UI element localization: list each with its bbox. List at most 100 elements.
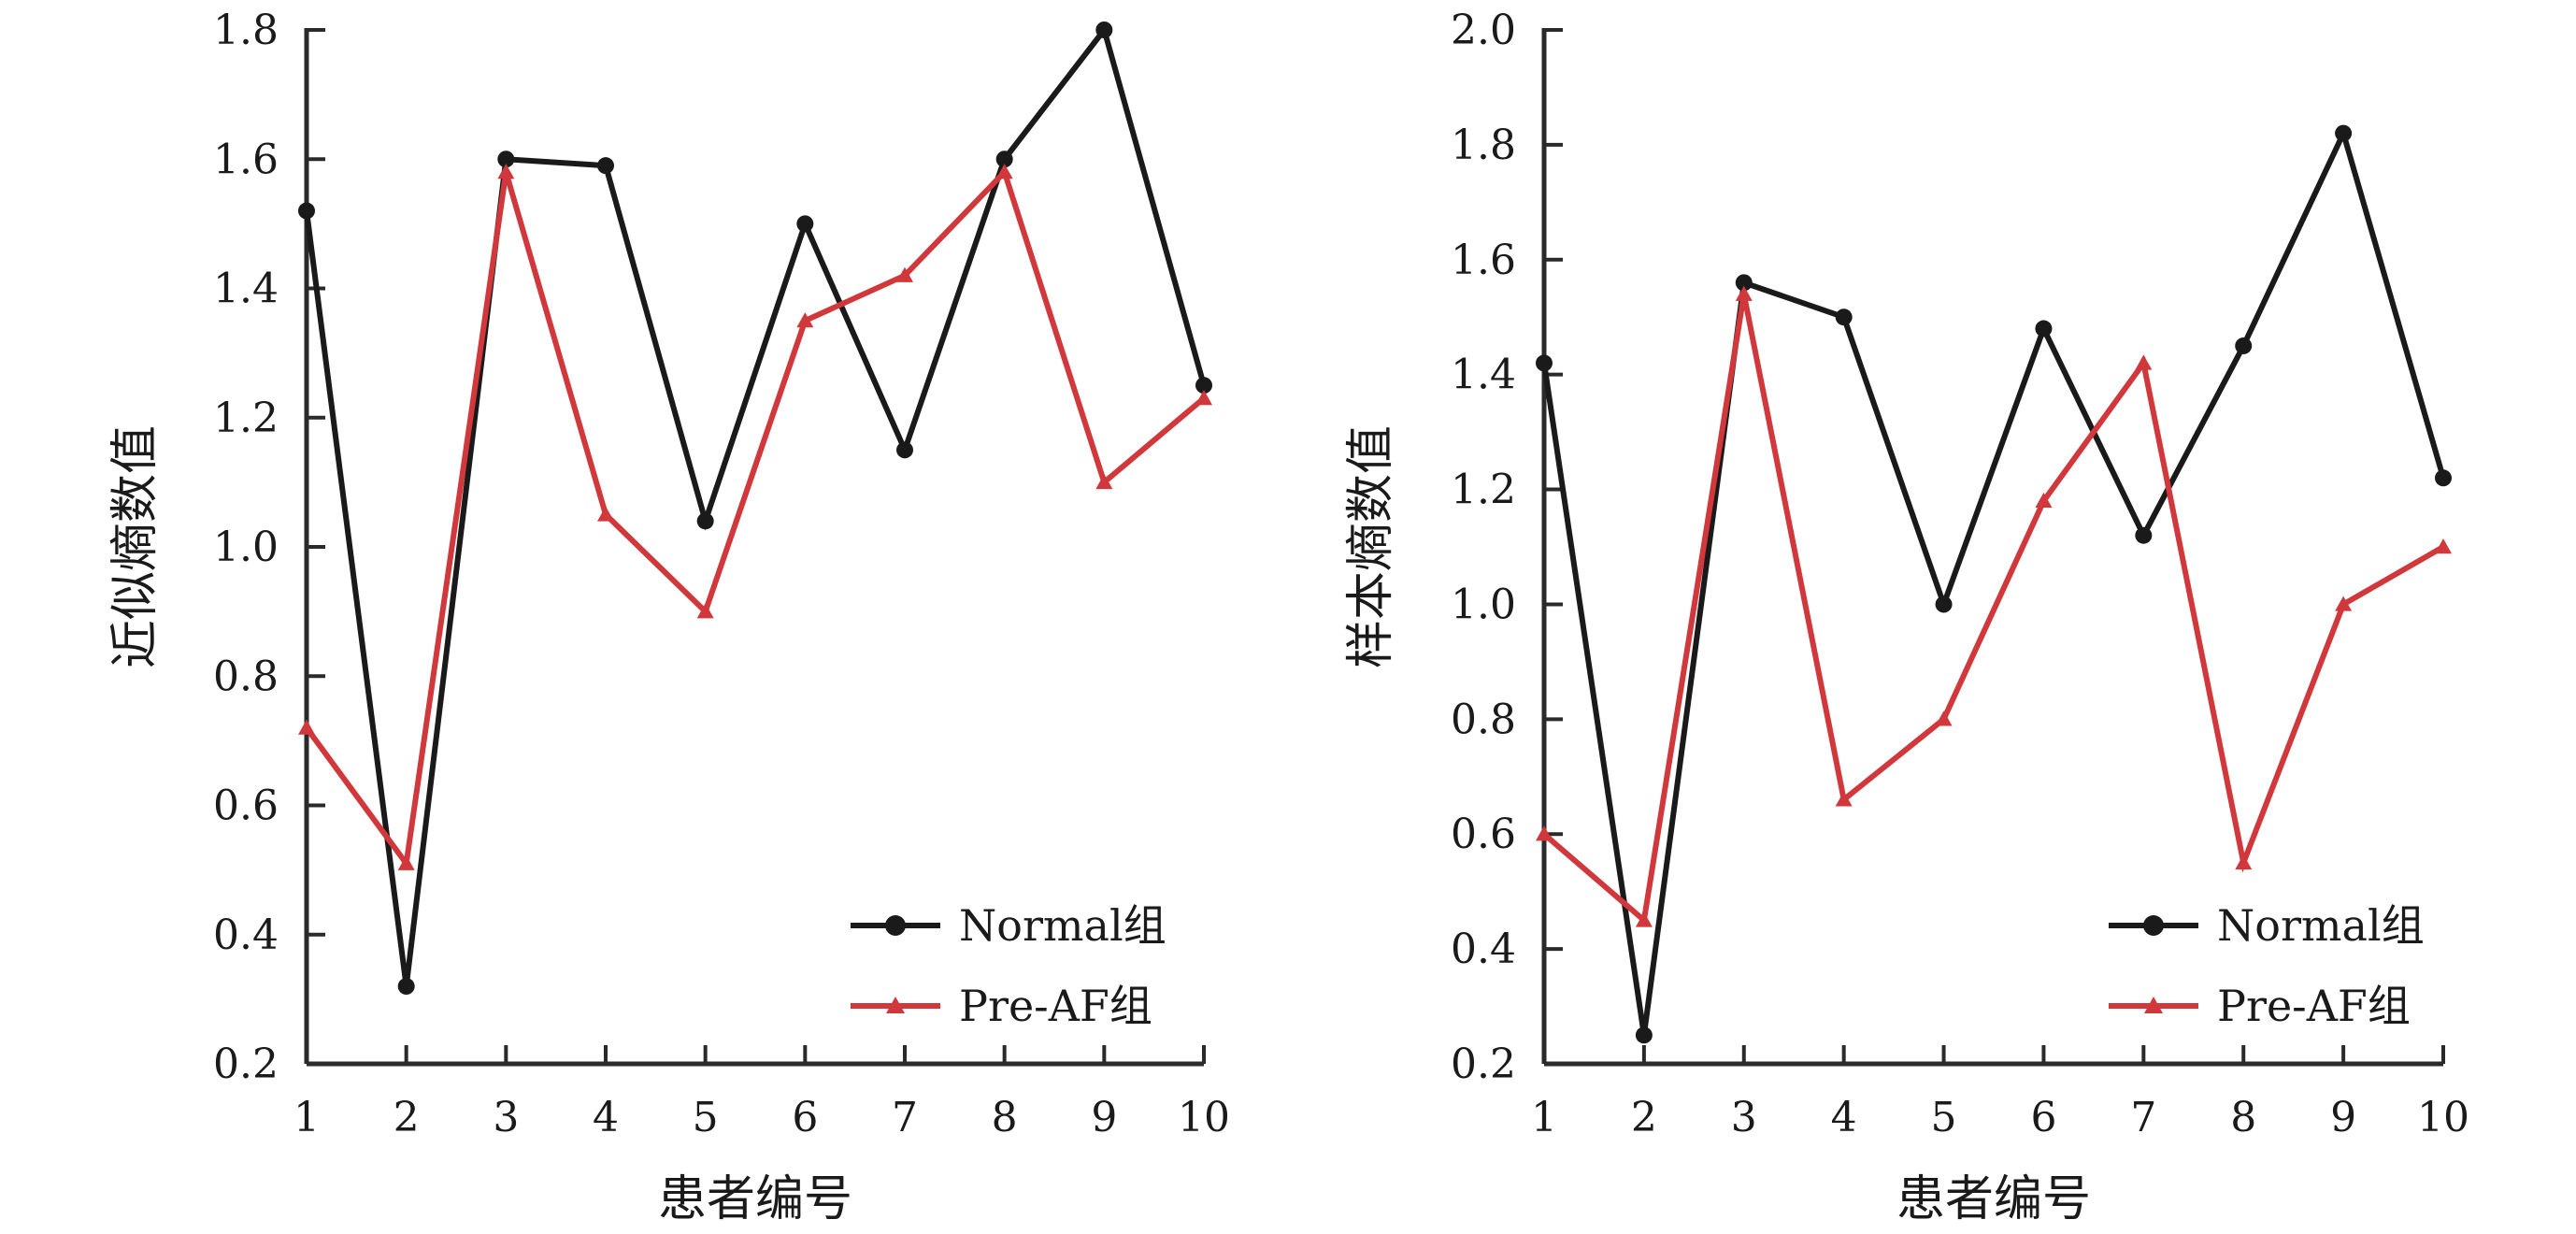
- x-tick-label: 6: [792, 1094, 818, 1141]
- series-line: [304, 23, 1207, 987]
- series-1: [298, 22, 1212, 996]
- legend-label: Normal组: [959, 900, 1166, 951]
- y-tick-label: 0.6: [213, 782, 279, 830]
- data-point: [1835, 308, 1853, 326]
- y-tick-label: 1.0: [213, 524, 279, 571]
- data-point: [397, 978, 415, 996]
- data-point: [896, 441, 913, 459]
- y-tick-label: 1.6: [213, 136, 279, 183]
- data-point: [1935, 595, 1953, 613]
- y-tick-label: 1.6: [1451, 237, 1516, 284]
- y-axis-title: 近似熵数值: [107, 425, 164, 668]
- x-axis-title: 患者编号: [658, 1171, 852, 1227]
- y-tick-label: 0.2: [1451, 1040, 1516, 1088]
- chart-panel-2: 0.2 0.4 0.6 0.8 1.0 1.2 1.4 1.6 1.8 2.0 1 2 3 4 5 6 7 8 9 1…: [1343, 7, 2469, 1227]
- data-point: [2435, 538, 2452, 554]
- series-2: [1536, 285, 2452, 927]
- series-line: [304, 166, 1206, 871]
- x-tick-label: 9: [1091, 1094, 1117, 1141]
- data-point: [1735, 274, 1753, 292]
- data-point: [1095, 22, 1113, 38]
- y-axis-title: 样本熵数值: [1343, 425, 1399, 668]
- x-tick-label: 10: [1178, 1094, 1230, 1141]
- legend-label: Pre-AF组: [2217, 981, 2411, 1031]
- data-point: [1536, 825, 1553, 841]
- legend: Normal组 Pre-AF组: [2109, 900, 2425, 1031]
- legend-label: Normal组: [2217, 900, 2425, 951]
- data-point: [397, 854, 415, 870]
- data-point: [298, 202, 315, 220]
- x-tick-label: 3: [1731, 1094, 1757, 1141]
- data-point: [2035, 492, 2053, 509]
- data-point: [497, 164, 515, 179]
- x-tick-label: 6: [2030, 1094, 2056, 1141]
- x-tick-label: 8: [992, 1094, 1018, 1141]
- y-tick-label: 0.4: [213, 911, 279, 959]
- series-2: [298, 164, 1212, 871]
- data-point: [1195, 390, 1212, 406]
- data-point: [597, 157, 614, 175]
- x-tick-label: 4: [1831, 1094, 1857, 1141]
- series-1: [1536, 124, 2452, 1044]
- data-point: [696, 512, 714, 530]
- y-tick-label: 1.2: [1451, 466, 1516, 514]
- data-point: [2035, 320, 2053, 337]
- data-point: [2435, 469, 2452, 487]
- data-point: [1095, 473, 1113, 490]
- data-point: [1635, 1026, 1653, 1044]
- data-point: [796, 312, 814, 328]
- x-tick-label: 1: [1531, 1094, 1557, 1141]
- y-tick-label: 0.8: [213, 653, 279, 700]
- legend-marker: [886, 997, 905, 1013]
- y-tick-label: 1.4: [1451, 352, 1516, 399]
- x-tick-label: 1: [293, 1094, 320, 1141]
- data-point: [1536, 354, 1553, 372]
- x-axis-title: 患者编号: [1896, 1171, 2091, 1227]
- legend-label: Pre-AF组: [959, 981, 1152, 1031]
- data-point: [298, 719, 315, 735]
- data-point: [2335, 595, 2353, 611]
- data-point: [1735, 285, 1753, 301]
- x-tick-label: 7: [892, 1094, 918, 1141]
- data-point: [1195, 377, 1212, 395]
- data-point: [597, 506, 614, 522]
- data-point: [1835, 791, 1853, 807]
- data-point: [896, 266, 913, 282]
- x-tick-label: 3: [493, 1094, 519, 1141]
- x-tick-label: 2: [1631, 1094, 1657, 1141]
- series-line: [1542, 294, 2445, 926]
- data-point: [497, 151, 515, 168]
- y-tick-label: 1.8: [1451, 122, 1516, 169]
- data-point: [995, 151, 1013, 168]
- x-tick-label: 5: [693, 1094, 719, 1141]
- data-point: [2235, 337, 2253, 354]
- x-tick-label: 10: [2417, 1094, 2469, 1141]
- y-tick-label: 1.0: [1451, 581, 1516, 628]
- data-point: [796, 215, 814, 233]
- y-tick-label: 2.0: [1451, 7, 1516, 54]
- y-tick-label: 0.8: [1451, 696, 1516, 743]
- x-tick-label: 9: [2330, 1094, 2356, 1141]
- legend: Normal组 Pre-AF组: [851, 900, 1166, 1031]
- data-point: [1935, 710, 1953, 726]
- y-tick-label: 1.4: [213, 265, 279, 313]
- data-point: [1635, 911, 1653, 927]
- x-tick-label: 4: [593, 1094, 619, 1141]
- y-tick-label: 0.4: [1451, 926, 1516, 973]
- legend-marker: [2143, 915, 2164, 936]
- x-tick-label: 5: [1931, 1094, 1957, 1141]
- y-tick-label: 0.2: [213, 1040, 279, 1088]
- data-point: [2235, 854, 2253, 870]
- y-tick-label: 0.6: [1451, 811, 1516, 858]
- data-point: [995, 164, 1013, 179]
- data-point: [2335, 124, 2353, 142]
- x-tick-label: 8: [2230, 1094, 2256, 1141]
- legend-marker: [885, 915, 906, 936]
- y-tick-label: 1.8: [213, 7, 279, 54]
- y-tick-label: 1.2: [213, 395, 279, 442]
- legend-marker: [2144, 997, 2163, 1013]
- x-tick-label: 7: [2130, 1094, 2156, 1141]
- series-line: [1541, 125, 2446, 1036]
- data-point: [696, 603, 714, 619]
